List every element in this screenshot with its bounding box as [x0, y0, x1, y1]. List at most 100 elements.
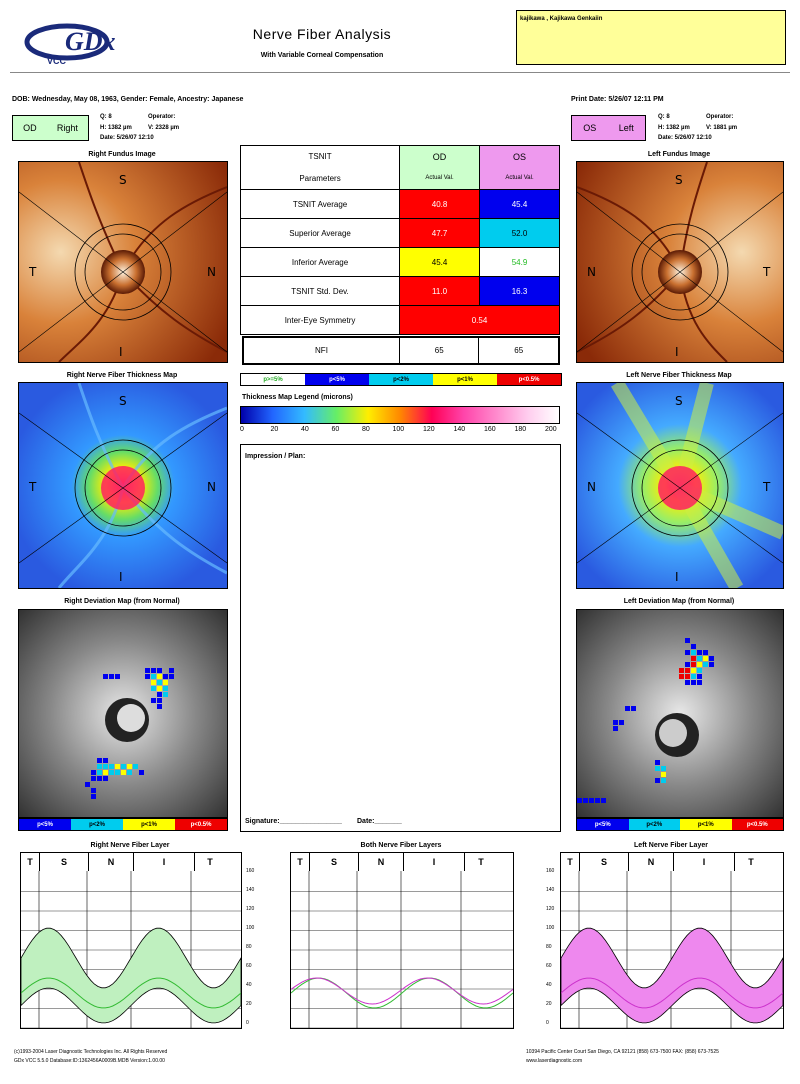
tsnit-curve: [20, 977, 242, 1009]
deviation-pixel: [577, 798, 582, 803]
quadrant-t: T: [762, 480, 771, 494]
tsnit-row-od: 47.7: [399, 218, 481, 248]
deviation-pixel: [697, 680, 702, 685]
axis-s: S: [40, 853, 89, 871]
deviation-pixel: [85, 782, 90, 787]
axis-i: I: [674, 853, 735, 871]
left-layer-title: Left Nerve Fiber Layer: [634, 842, 708, 849]
deviation-pixel: [151, 668, 156, 673]
deviation-pixel: [121, 764, 126, 769]
right-deviation-map: [18, 609, 228, 818]
legend-normal: p>=5%: [241, 374, 305, 385]
deviation-pixel: [145, 668, 150, 673]
deviation-pixel: [157, 674, 162, 679]
thickness-tick: 140: [453, 426, 466, 433]
deviation-pixel: [679, 674, 684, 679]
both-nfl-graph: T S N I T: [290, 852, 514, 1029]
left-fundus-image: S I N T: [576, 161, 784, 363]
od-side: Right: [56, 123, 78, 133]
footer-website: www.laserdiagnostic.com: [526, 1058, 583, 1064]
y-tick: 80: [246, 944, 252, 950]
deviation-pixel: [601, 798, 606, 803]
tsnit-row-os: 16.3: [479, 276, 560, 306]
tsnit-row-label: TSNIT Std. Dev.: [239, 276, 401, 306]
os-actual-header: Actual Val.: [479, 167, 560, 190]
y-tick: 140: [546, 887, 555, 893]
y-tick: 120: [546, 906, 555, 912]
tsnit-row-od: 11.0: [399, 276, 481, 306]
axis-t2: T: [748, 857, 754, 867]
y-tick: 0: [246, 1020, 249, 1026]
left-nfl-graph: T S N I T: [560, 852, 784, 1029]
page-title: Nerve Fiber Analysis: [252, 26, 392, 42]
deviation-pixel: [169, 674, 174, 679]
deviation-pixel: [709, 662, 714, 667]
both-layer-title: Both Nerve Fiber Layers: [360, 842, 442, 849]
legend-p05: p<0.5%: [731, 819, 783, 830]
deviation-pixel: [151, 686, 156, 691]
tsnit-parameters-table: TSNIT OD OS Parameters Actual Val. Actua…: [239, 145, 560, 335]
deviation-pixel: [121, 770, 126, 775]
deviation-pixel: [133, 764, 138, 769]
od-h: H: 1382 µm: [100, 125, 132, 131]
deviation-pixel: [157, 686, 162, 691]
deviation-pixel: [151, 680, 156, 685]
significance-legend: p>=5% p<5% p<2% p<1% p<0.5%: [240, 373, 562, 386]
left-deviation-legend: p<5% p<2% p<1% p<0.5%: [576, 818, 784, 831]
deviation-pixel: [631, 706, 636, 711]
quadrant-i: I: [119, 345, 123, 359]
legend-p2: p<2%: [369, 374, 433, 385]
deviation-pixel: [655, 778, 660, 783]
deviation-pixel: [589, 798, 594, 803]
right-deviation-legend: p<5% p<2% p<1% p<0.5%: [18, 818, 228, 831]
y-tick: 100: [246, 925, 255, 931]
nfi-table: NFI 65 65: [242, 336, 560, 365]
deviation-pixel: [613, 726, 618, 731]
deviation-pixel: [109, 764, 114, 769]
deviation-pixel: [697, 668, 702, 673]
thickness-tick: 120: [423, 426, 435, 433]
deviation-pixel: [619, 720, 624, 725]
y-tick: 80: [546, 944, 552, 950]
deviation-pixel: [691, 656, 696, 661]
od-eye-box: OD Right: [12, 115, 89, 141]
os-quality: Q: 8: [658, 114, 670, 120]
legend-p05: p<0.5%: [175, 819, 227, 830]
deviation-pixel: [691, 680, 696, 685]
tsnit-row-label: Inferior Average: [239, 247, 401, 277]
axis-n: N: [89, 853, 134, 871]
nfi-label: NFI: [242, 336, 400, 365]
legend-p1: p<1%: [433, 374, 497, 385]
y-tick: 160: [246, 868, 255, 874]
deviation-pixel: [151, 698, 156, 703]
deviation-pixel: [595, 798, 600, 803]
deviation-pixel: [661, 772, 666, 777]
deviation-pixel: [697, 662, 702, 667]
od-operator: Operator:: [148, 114, 176, 120]
footer-address: 10394 Pacific Center Court San Diego, CA…: [526, 1049, 719, 1055]
tsnit-row-od: 40.8: [399, 189, 481, 219]
y-tick: 60: [546, 963, 552, 969]
deviation-pixel: [97, 770, 102, 775]
right-deviation-title: Right Deviation Map (from Normal): [64, 598, 180, 605]
os-date: Date: 5/26/07 12:10: [658, 135, 712, 141]
od-code: OD: [23, 123, 37, 133]
tsnit-row-label: TSNIT Average: [239, 189, 401, 219]
thickness-tick: 80: [362, 426, 370, 433]
thickness-legend-title: Thickness Map Legend (microns): [242, 394, 353, 401]
deviation-pixel: [685, 668, 690, 673]
deviation-pixel: [115, 770, 120, 775]
legend-p05: p<0.5%: [497, 374, 561, 385]
deviation-pixel: [703, 662, 708, 667]
thickness-tick: 200: [545, 426, 557, 433]
quadrant-s: S: [119, 394, 127, 408]
gdx-logo-glyph: GDx: [65, 27, 116, 56]
thickness-legend-ticks: 0 20 40 60 80 100 120 140 160 180 200: [240, 426, 560, 436]
os-v: V: 1881 µm: [706, 125, 738, 131]
deviation-pixel: [655, 760, 660, 765]
os-side: Left: [618, 123, 634, 133]
tsnit-row-os: 52.0: [479, 218, 560, 248]
tsnit-row-os: 54.9: [479, 247, 560, 277]
quadrant-s: S: [675, 173, 683, 187]
y-tick: 140: [246, 887, 255, 893]
